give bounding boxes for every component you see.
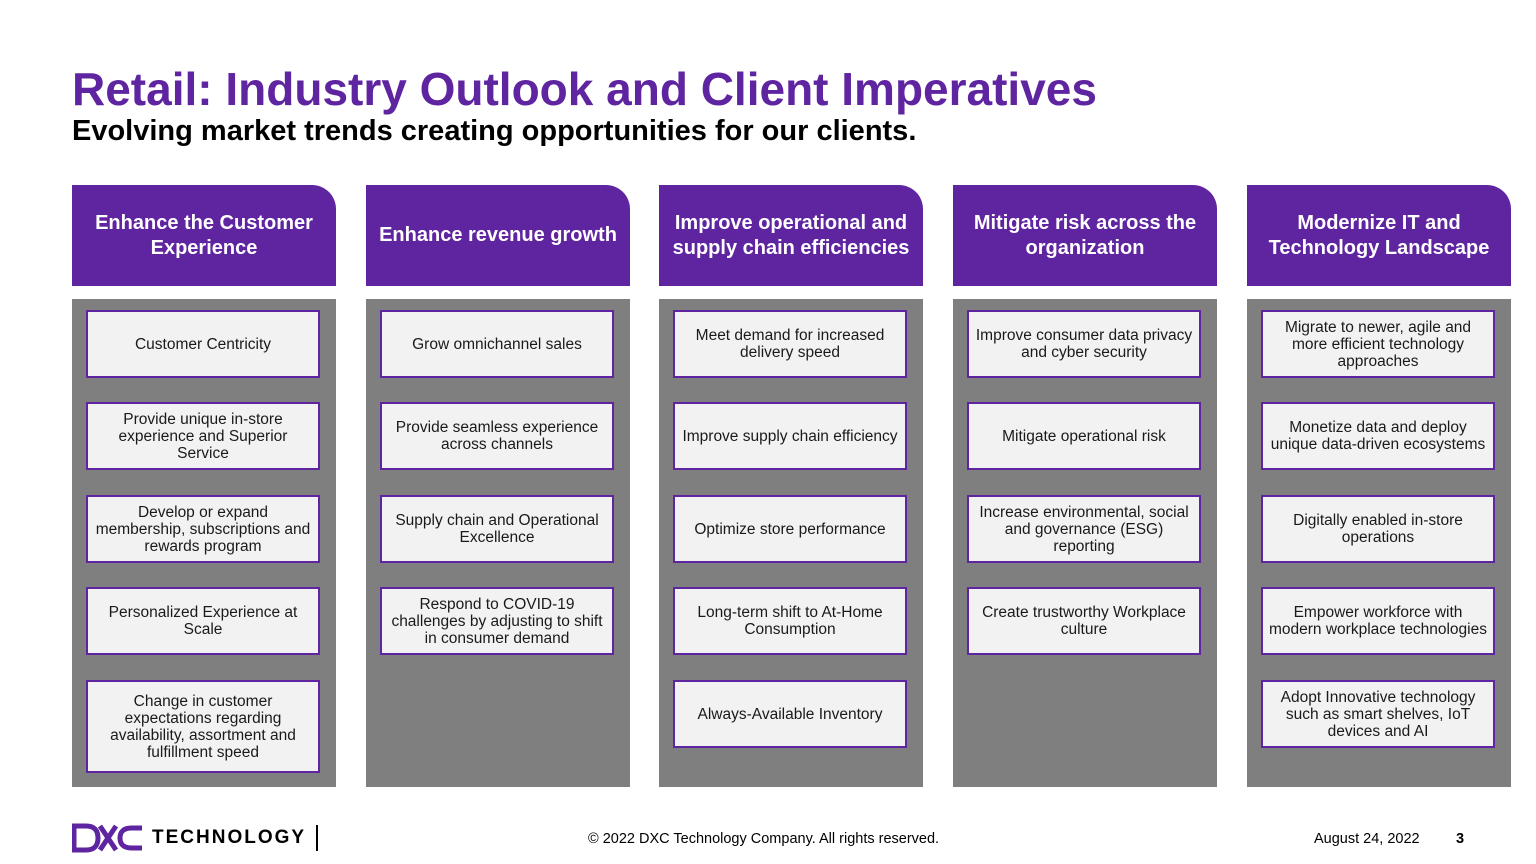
column-panel: Migrate to newer, agile and more efficie… [1247, 299, 1511, 787]
imperative-card: Long-term shift to At-Home Consumption [673, 587, 907, 655]
column-heading: Mitigate risk across the organization [953, 185, 1217, 286]
imperative-card: Digitally enabled in-store operations [1261, 495, 1495, 563]
column-mitigate-risk: Mitigate risk across the organization Im… [953, 185, 1217, 787]
page-title: Retail: Industry Outlook and Client Impe… [72, 63, 1097, 115]
imperative-card: Personalized Experience at Scale [86, 587, 320, 655]
column-panel: Customer Centricity Provide unique in-st… [72, 299, 336, 787]
page-number: 3 [1456, 831, 1465, 847]
imperative-card: Monetize data and deploy unique data-dri… [1261, 402, 1495, 470]
imperative-card: Increase environmental, social and gover… [967, 495, 1201, 563]
column-modernize-it: Modernize IT and Technology Landscape Mi… [1247, 185, 1511, 787]
page-subtitle: Evolving market trends creating opportun… [72, 115, 917, 147]
column-panel: Improve consumer data privacy and cyber … [953, 299, 1217, 787]
copyright-text: © 2022 DXC Technology Company. All right… [588, 831, 940, 847]
column-heading: Enhance revenue growth [366, 185, 630, 286]
imperative-card: Meet demand for increased delivery speed [673, 310, 907, 378]
column-heading: Modernize IT and Technology Landscape [1247, 185, 1511, 286]
imperative-card: Migrate to newer, agile and more efficie… [1261, 310, 1495, 378]
imperative-card: Provide seamless experience across chann… [380, 402, 614, 470]
column-heading: Enhance the Customer Experience [72, 185, 336, 286]
imperative-card: Grow omnichannel sales [380, 310, 614, 378]
logo-text: TECHNOLOGY [152, 827, 307, 848]
imperative-card: Customer Centricity [86, 310, 320, 378]
column-operational-efficiencies: Improve operational and supply chain eff… [659, 185, 923, 787]
imperative-card: Mitigate operational risk [967, 402, 1201, 470]
dxc-logo-icon [72, 823, 142, 853]
column-customer-experience: Enhance the Customer Experience Customer… [72, 185, 336, 787]
column-revenue-growth: Enhance revenue growth Grow omnichannel … [366, 185, 630, 787]
imperative-card: Improve consumer data privacy and cyber … [967, 310, 1201, 378]
imperative-card: Empower workforce with modern workplace … [1261, 587, 1495, 655]
imperative-card: Respond to COVID-19 challenges by adjust… [380, 587, 614, 655]
imperative-card: Optimize store performance [673, 495, 907, 563]
logo-divider [316, 825, 319, 851]
column-panel: Grow omnichannel sales Provide seamless … [366, 299, 630, 787]
imperative-card: Create trustworthy Workplace culture [967, 587, 1201, 655]
imperative-card: Always-Available Inventory [673, 680, 907, 748]
imperative-card: Supply chain and Operational Excellence [380, 495, 614, 563]
imperative-card: Change in customer expectations regardin… [86, 680, 320, 773]
column-panel: Meet demand for increased delivery speed… [659, 299, 923, 787]
imperative-card: Adopt Innovative technology such as smar… [1261, 680, 1495, 748]
imperative-card: Improve supply chain efficiency [673, 402, 907, 470]
column-heading: Improve operational and supply chain eff… [659, 185, 923, 286]
imperative-card: Provide unique in-store experience and S… [86, 402, 320, 470]
dxc-logo: TECHNOLOGY [72, 822, 319, 854]
imperative-card: Develop or expand membership, subscripti… [86, 495, 320, 563]
slide-date: August 24, 2022 [1314, 831, 1420, 847]
